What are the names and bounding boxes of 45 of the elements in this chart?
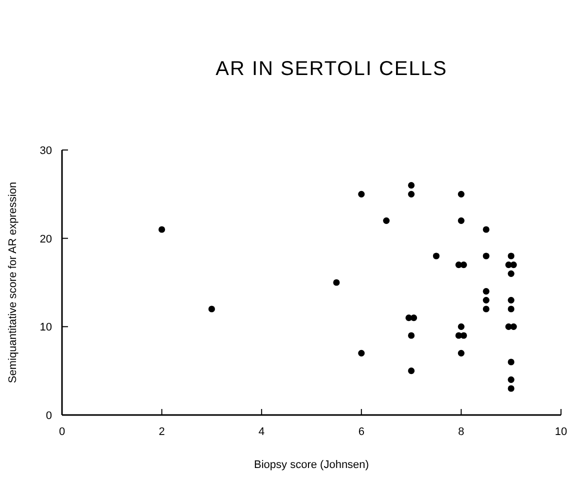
y-tick-label: 20 xyxy=(40,233,52,246)
x-tick-label: 8 xyxy=(458,426,464,438)
point xyxy=(508,306,514,312)
point xyxy=(432,252,440,260)
point xyxy=(510,262,517,268)
chart-title: AR IN SERTOLI CELLS xyxy=(216,58,448,80)
point xyxy=(482,306,490,312)
point xyxy=(408,182,415,189)
point xyxy=(458,323,464,330)
point xyxy=(508,376,514,383)
point xyxy=(408,368,415,374)
point xyxy=(508,358,514,366)
x-tick-label: 4 xyxy=(258,426,265,438)
point xyxy=(458,350,464,356)
point xyxy=(508,252,514,260)
point xyxy=(410,314,418,322)
y-tick-label: 10 xyxy=(40,322,52,334)
y-axis-title: Semiquantitative score for AR expression xyxy=(7,182,19,384)
y-tick-label: 30 xyxy=(40,145,52,157)
point xyxy=(358,350,365,356)
point xyxy=(333,279,340,286)
point xyxy=(158,226,166,233)
point xyxy=(508,296,514,304)
point xyxy=(482,296,490,304)
point xyxy=(508,270,514,277)
point xyxy=(482,288,490,295)
point xyxy=(482,252,490,260)
point xyxy=(482,226,490,233)
point xyxy=(460,262,467,268)
point xyxy=(510,323,517,330)
y-tick-label: 0 xyxy=(46,410,52,422)
x-tick-label: 0 xyxy=(58,426,66,438)
x-tick-label: 2 xyxy=(158,426,165,438)
point xyxy=(508,385,514,392)
point xyxy=(458,217,464,224)
x-axis-title: Biopsy score (Johnsen) xyxy=(254,459,369,471)
point xyxy=(208,306,215,312)
point xyxy=(408,190,415,198)
point xyxy=(458,190,464,198)
point xyxy=(358,190,365,198)
x-tick-label: 10 xyxy=(554,426,568,438)
point xyxy=(408,332,415,339)
x-tick-label: 6 xyxy=(358,426,364,438)
point xyxy=(383,217,390,224)
point xyxy=(460,332,467,339)
